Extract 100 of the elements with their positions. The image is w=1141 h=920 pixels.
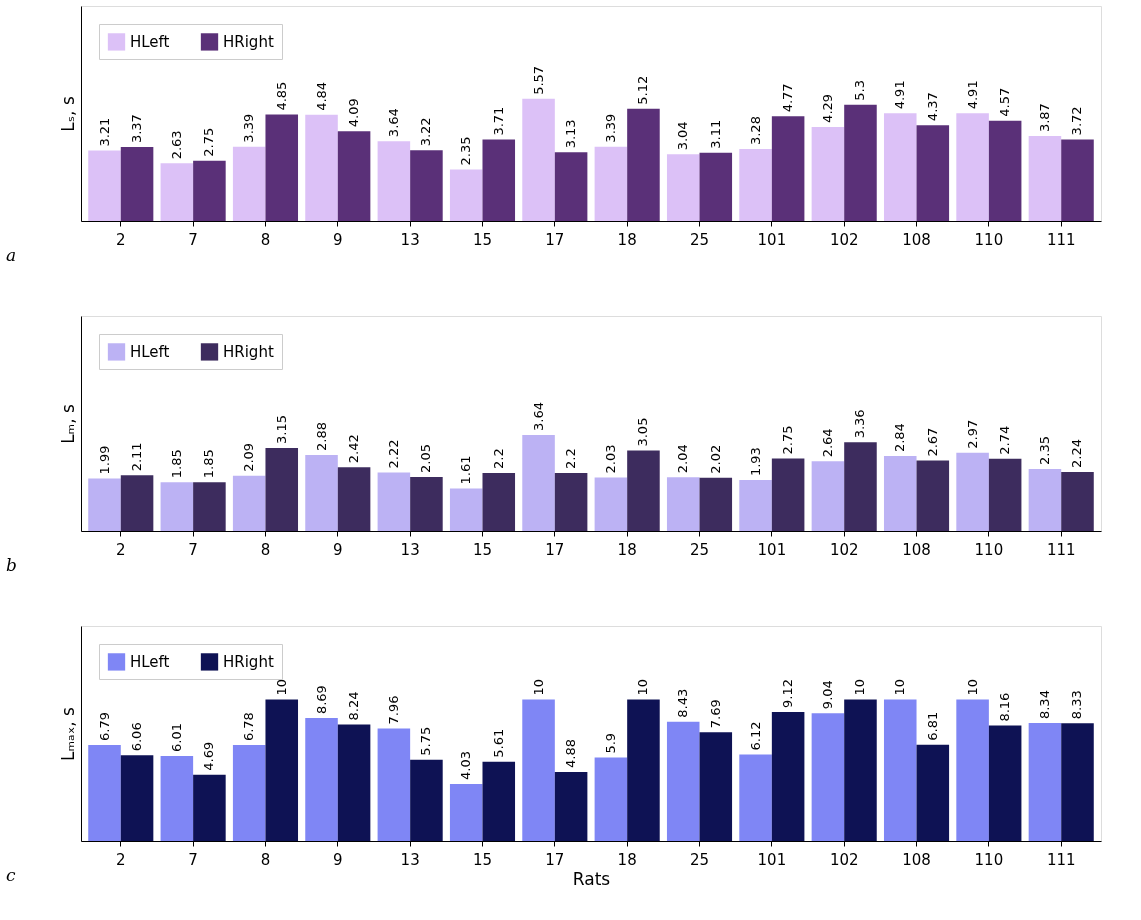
x-tick-label: 108 — [902, 850, 931, 869]
bar — [916, 125, 950, 221]
data-label: 1.99 — [96, 445, 112, 475]
data-label: 3.87 — [1036, 103, 1052, 133]
data-label: 2.09 — [241, 442, 257, 472]
bar — [988, 725, 1022, 841]
data-label: 4.84 — [313, 81, 329, 111]
bar — [916, 744, 950, 841]
x-tick-label: 18 — [617, 230, 637, 249]
bar — [739, 754, 772, 841]
bar — [160, 482, 194, 531]
data-label: 1.85 — [168, 449, 184, 479]
data-label: 4.03 — [458, 751, 474, 780]
bar — [88, 744, 121, 841]
data-label: 10 — [852, 679, 868, 696]
bar — [482, 761, 516, 841]
x-tick-label: 15 — [472, 540, 493, 559]
data-label: 5.57 — [530, 65, 546, 95]
x-tick-label: 102 — [829, 540, 859, 559]
bar — [377, 472, 411, 531]
legend-label: HLeft — [130, 652, 170, 671]
data-label: 9.04 — [819, 680, 835, 710]
bar — [410, 476, 443, 531]
x-tick-label: 110 — [974, 850, 1004, 869]
data-label: 3.22 — [418, 117, 434, 147]
bar — [265, 699, 299, 841]
data-label: 6.81 — [924, 711, 940, 741]
bar — [522, 98, 555, 221]
bar — [337, 131, 371, 221]
data-label: 2.88 — [313, 422, 329, 452]
bar — [627, 450, 660, 531]
data-label: 2.22 — [385, 439, 401, 469]
x-tick-label: 25 — [689, 540, 710, 559]
bar — [1028, 723, 1062, 841]
x-tick-label: 13 — [400, 540, 420, 559]
bar — [988, 458, 1022, 531]
data-label: 2.03 — [602, 444, 618, 474]
data-label: 5.75 — [418, 726, 434, 756]
data-label: 6.78 — [241, 712, 257, 742]
x-tick-label: 111 — [1046, 850, 1076, 869]
bar — [305, 455, 338, 531]
x-tick-label: 8 — [260, 850, 271, 869]
data-label: 7.96 — [385, 695, 401, 725]
data-label: 4.57 — [997, 87, 1013, 117]
data-label: 3.64 — [385, 108, 401, 138]
data-label: 3.21 — [96, 117, 112, 147]
data-label: 4.69 — [201, 741, 217, 771]
data-label: 1.85 — [201, 449, 217, 479]
text: a — [6, 245, 17, 265]
x-tick-label: 7 — [188, 230, 198, 249]
x-tick-label: 9 — [333, 850, 343, 869]
bar — [771, 458, 805, 531]
bar — [449, 784, 483, 841]
x-tick-label: 7 — [188, 540, 198, 559]
data-label: 3.37 — [129, 114, 145, 144]
bar — [88, 150, 121, 221]
bar — [265, 447, 299, 531]
x-tick-label: 25 — [689, 230, 710, 249]
data-label: 2.04 — [675, 444, 691, 474]
data-label: 2.35 — [1036, 436, 1052, 466]
bar — [627, 108, 660, 221]
bar — [193, 160, 226, 221]
data-label: 10 — [530, 679, 546, 696]
data-label: 3.05 — [635, 417, 651, 447]
data-label: 6.01 — [168, 723, 184, 752]
x-tick-label: 25 — [689, 850, 710, 869]
bar — [956, 113, 989, 221]
legend-label: HRight — [223, 32, 274, 51]
x-axis-title: Rats — [572, 868, 611, 889]
x-tick-label: 2 — [116, 850, 126, 869]
x-tick-label: 13 — [400, 230, 420, 249]
data-label: 5.9 — [602, 732, 618, 754]
data-label: 2.75 — [780, 425, 796, 455]
bar — [916, 460, 950, 531]
data-label: 8.34 — [1036, 690, 1052, 720]
bar — [232, 745, 266, 841]
data-label: 4.91 — [964, 80, 980, 110]
x-tick-label: 2 — [116, 540, 126, 559]
bar — [305, 114, 338, 221]
x-tick-label: 8 — [260, 540, 271, 559]
legend-label: HRight — [223, 342, 274, 361]
bar — [739, 149, 772, 221]
data-label: 2.35 — [458, 136, 474, 166]
bar — [160, 755, 194, 841]
bar — [160, 163, 194, 221]
x-tick-label: 9 — [333, 540, 343, 559]
data-label: 2.05 — [418, 443, 434, 473]
data-label: 2.64 — [819, 428, 835, 458]
x-tick-label: 101 — [757, 230, 787, 249]
data-label: 4.91 — [892, 80, 908, 110]
bar — [883, 456, 917, 531]
bar — [1061, 139, 1094, 221]
bar — [594, 146, 628, 221]
data-label: 6.79 — [96, 712, 112, 741]
bar — [988, 120, 1022, 221]
data-label: 8.43 — [675, 688, 691, 718]
x-tick-label: 18 — [617, 540, 637, 559]
bar — [811, 126, 845, 221]
bar — [410, 150, 443, 221]
data-label: 10 — [964, 679, 980, 696]
